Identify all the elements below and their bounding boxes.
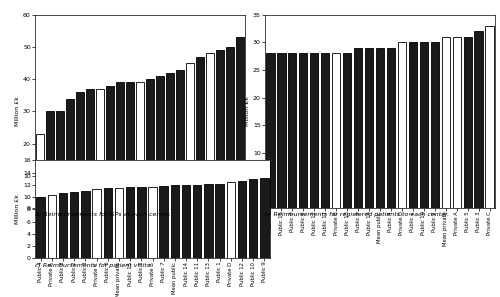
Bar: [36, 197, 45, 258]
Bar: [114, 188, 123, 258]
Bar: [126, 83, 134, 208]
Bar: [430, 42, 439, 208]
Y-axis label: Million £k: Million £k: [245, 96, 250, 127]
Bar: [260, 178, 268, 258]
Bar: [354, 48, 362, 208]
Bar: [332, 53, 340, 208]
Bar: [321, 53, 330, 208]
Bar: [409, 42, 417, 208]
Bar: [442, 37, 450, 208]
Bar: [146, 79, 154, 208]
Y-axis label: Million £k: Million £k: [15, 194, 20, 225]
Bar: [176, 69, 184, 208]
Bar: [249, 179, 258, 258]
Bar: [216, 184, 224, 258]
Bar: [81, 191, 90, 258]
Bar: [186, 63, 194, 208]
Bar: [387, 48, 395, 208]
Bar: [160, 186, 168, 258]
Bar: [486, 26, 494, 208]
Bar: [206, 53, 214, 208]
Bar: [452, 37, 461, 208]
Bar: [59, 193, 67, 258]
Bar: [474, 31, 482, 208]
Bar: [126, 187, 134, 258]
Bar: [216, 50, 224, 208]
Text: b) Reimbursements for registered patients to each center.: b) Reimbursements for registered patient…: [265, 212, 449, 217]
Bar: [182, 186, 190, 258]
Bar: [137, 187, 145, 258]
Bar: [56, 111, 64, 208]
Bar: [226, 47, 234, 208]
Bar: [398, 42, 406, 208]
Bar: [204, 184, 212, 258]
Bar: [76, 92, 84, 208]
Bar: [376, 48, 384, 208]
Bar: [365, 48, 373, 208]
Bar: [116, 83, 124, 208]
Bar: [170, 186, 179, 258]
Bar: [92, 189, 100, 258]
Bar: [193, 185, 202, 258]
Bar: [288, 53, 296, 208]
Bar: [236, 37, 244, 208]
Bar: [70, 192, 78, 258]
Bar: [48, 195, 56, 258]
Bar: [196, 57, 204, 208]
Text: c) Reimbursements for patient visits: c) Reimbursements for patient visits: [35, 263, 150, 268]
Bar: [106, 86, 114, 208]
Bar: [36, 134, 44, 208]
Bar: [156, 76, 164, 208]
Bar: [46, 111, 54, 208]
Bar: [420, 42, 428, 208]
Bar: [343, 53, 351, 208]
Bar: [148, 187, 156, 258]
Bar: [238, 181, 246, 258]
Bar: [226, 182, 235, 258]
Bar: [166, 73, 174, 208]
Bar: [278, 53, 285, 208]
Text: a) Reimbursements for GPs at each center.: a) Reimbursements for GPs at each center…: [35, 212, 171, 217]
Bar: [299, 53, 308, 208]
Bar: [310, 53, 318, 208]
Y-axis label: Million £k: Million £k: [15, 96, 20, 127]
Bar: [86, 89, 94, 208]
Bar: [96, 89, 104, 208]
Bar: [136, 83, 144, 208]
Bar: [464, 37, 471, 208]
Bar: [66, 99, 74, 208]
Bar: [266, 53, 274, 208]
Bar: [104, 188, 112, 258]
